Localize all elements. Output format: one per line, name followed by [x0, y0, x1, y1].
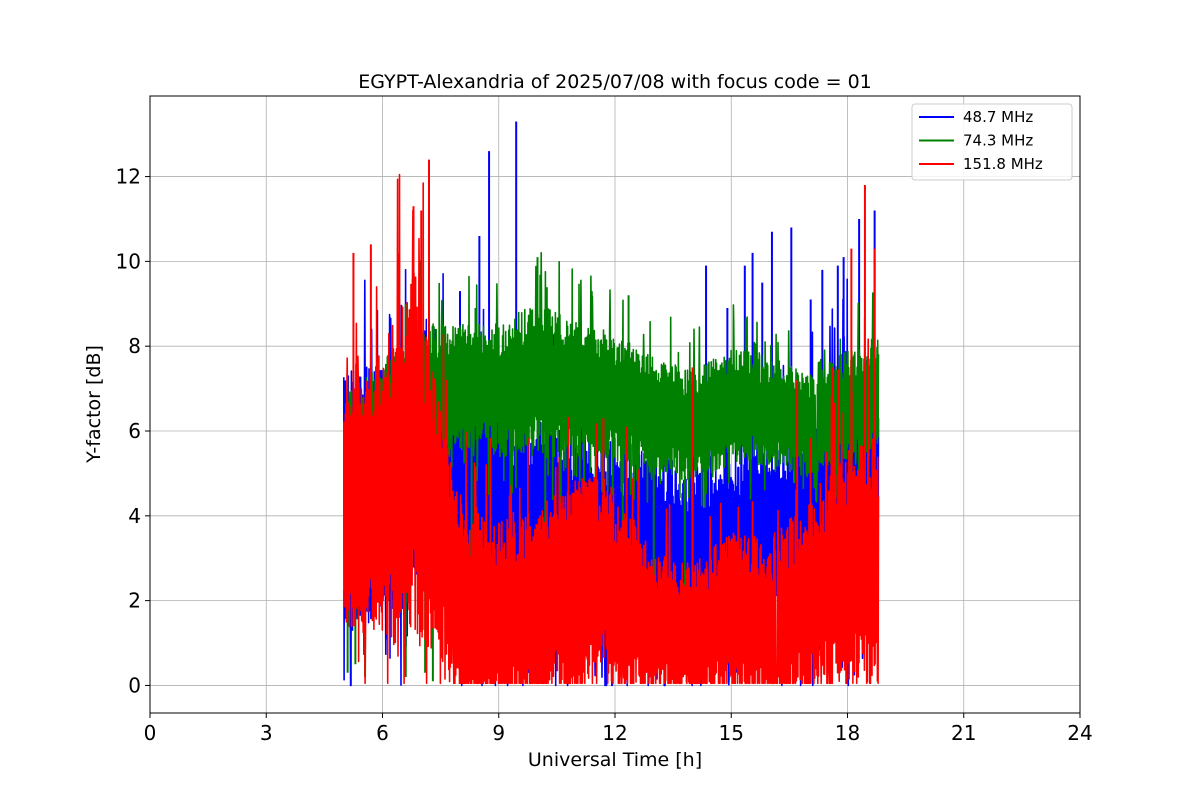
legend-label: 48.7 MHz — [963, 108, 1033, 126]
x-tick-label: 3 — [260, 721, 273, 745]
x-tick-label: 9 — [492, 721, 505, 745]
y-tick-label: 6 — [128, 419, 141, 443]
y-tick-label: 12 — [116, 165, 141, 189]
legend-entries: 48.7 MHz 74.3 MHz 151.8 MHz — [919, 108, 1043, 173]
plot-layer — [343, 121, 880, 687]
x-tick-label: 12 — [602, 721, 627, 745]
legend-box — [911, 103, 1073, 181]
y-tick-label: 4 — [128, 504, 141, 528]
x-tick-label: 15 — [719, 721, 744, 745]
series-line — [343, 173, 880, 685]
x-tick-label: 6 — [376, 721, 389, 745]
y-tick-label: 0 — [128, 673, 141, 697]
series-2 — [343, 159, 880, 685]
legend-label: 74.3 MHz — [963, 132, 1033, 150]
legend-label: 151.8 MHz — [963, 155, 1043, 173]
x-tick-label: 21 — [951, 721, 976, 745]
chart-title: EGYPT-Alexandria of 2025/07/08 with focu… — [358, 71, 872, 93]
y-tick-label: 10 — [116, 249, 141, 273]
legend: 48.7 MHz 74.3 MHz 151.8 MHz — [911, 103, 1073, 181]
x-axis-label: Universal Time [h] — [528, 749, 702, 771]
y-axis-label: Y-factor [dB] — [83, 345, 105, 464]
x-tick-label: 0 — [144, 721, 157, 745]
y-tick-label: 2 — [128, 589, 141, 613]
x-tick-label: 24 — [1067, 721, 1092, 745]
x-tick-label: 18 — [835, 721, 860, 745]
y-tick-label: 8 — [128, 334, 141, 358]
